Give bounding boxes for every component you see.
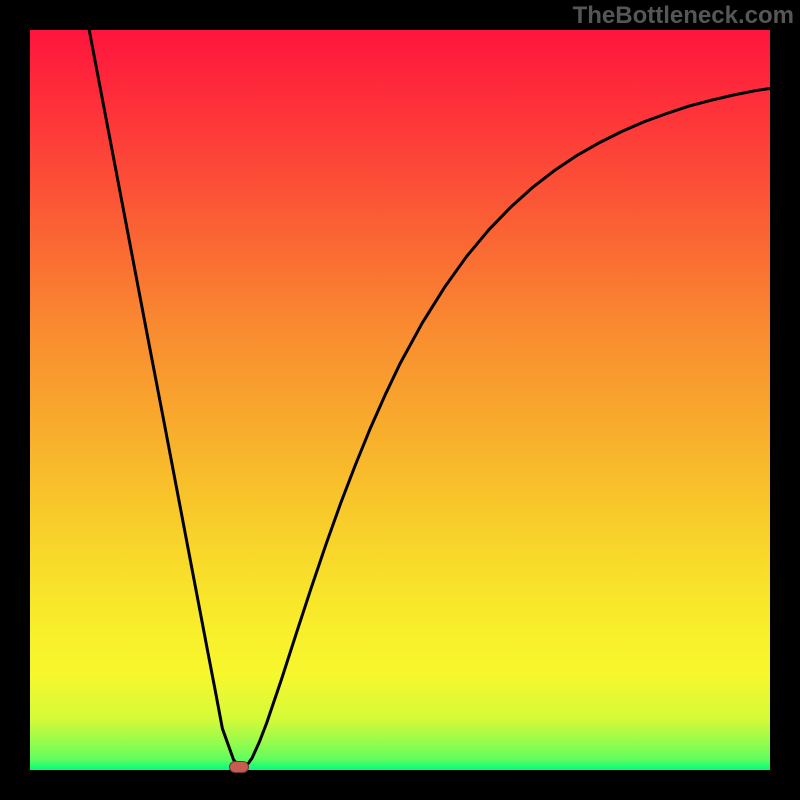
plot-area [30, 30, 770, 770]
gradient-background [30, 30, 770, 770]
optimal-point-marker [229, 761, 249, 773]
watermark-text: TheBottleneck.com [573, 2, 794, 30]
chart-container: TheBottleneck.com [0, 0, 800, 800]
